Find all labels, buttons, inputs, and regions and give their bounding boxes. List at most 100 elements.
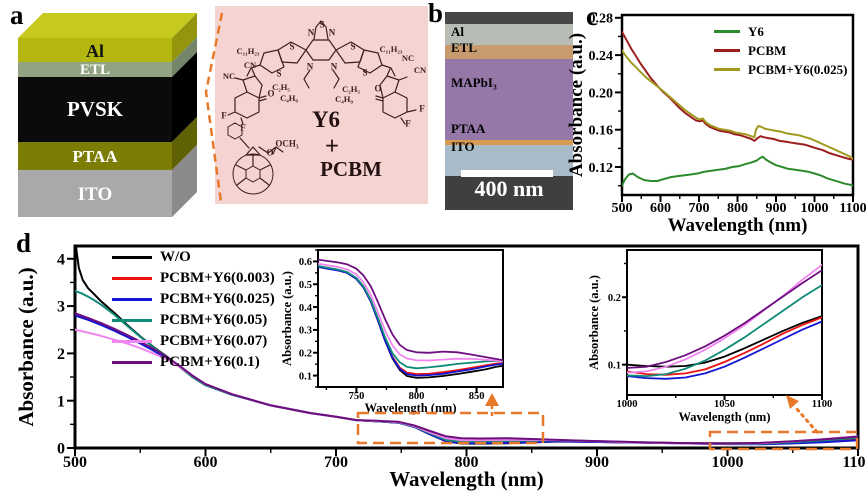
scale-bar [461,170,553,177]
y-tick-label: 0.3 [299,326,312,337]
legend-label: PCBM+Y6(0.1) [160,354,260,370]
atom-label: N [306,61,314,72]
y-tick-label: 0.6 [299,257,312,268]
sem-layer-label-1: Al [451,24,464,39]
series-pcbm-y6-0-1- [627,269,822,369]
y-tick-label: 2 [57,346,65,363]
legend-swatch [112,277,152,280]
sem-layer-label-4: PTAA [451,121,486,136]
y-axis-title: Absorbance (a.u.) [587,275,601,370]
y-axis-title: Absorbance (a.u.) [14,267,38,426]
chart-absorbance-comparison: 500 600 700 800 900 1000 1100 0.12 0.16 0.20 0.24 0… [566,12,866,236]
sem-band [445,59,573,140]
x-tick-label: 850 [469,391,485,402]
sem-band [445,24,573,45]
series-pcbm-y6-0-025- [622,49,853,160]
atom-label: CN [243,59,257,70]
y-axis-title: Absorbance (a.u.) [566,33,587,177]
atom-label: OCH₃ [275,138,299,149]
chart-inset-750-850: 750 800 850 0.1 0.2 0.3 0.4 0.5 0.6 Wavelength (n… [280,249,504,415]
legend-swatch [112,256,152,259]
atom-label: S [289,41,295,52]
series-w-o [627,315,822,368]
sem-cross-section: Al ETL MAPbI₃ PTAA ITO 400 nm [445,12,573,210]
y-tick-label: 0 [57,441,65,458]
legend-item: PCBM+Y6(0.05) [112,310,275,331]
legend-swatch [714,30,740,33]
series-w-o [318,265,503,379]
legend-label: PCBM+Y6(0.025) [748,62,848,77]
atom-label: N [330,61,338,72]
legend-label: PCBM+Y6(0.003) [160,270,275,286]
x-tick-label: 600 [194,454,218,471]
atom-label: N [328,27,336,38]
x-tick-label: 1000 [712,454,744,471]
legend-panel-c: Y6 PCBM PCBM+Y6(0.025) [714,22,847,79]
stack-layer-ito [18,170,172,217]
y-tick-label: 0.2 [299,348,312,359]
y-tick-label: 0.2 [608,293,621,304]
atom-label: F [221,110,227,121]
stack-layer-al [18,38,172,62]
pcbm-label: PCBM [320,157,382,181]
sem-band [445,12,573,24]
series-pcbm-y6-0-07- [318,262,503,362]
y-tick-label: 1 [57,393,65,410]
legend-item: PCBM [714,41,847,60]
sem-band [445,176,573,210]
y-tick-label: 0.1 [608,360,621,371]
legend-item: Y6 [714,22,847,41]
stack-layer-label: Al [86,41,104,61]
legend-item: W/O [112,247,275,268]
plot-frame [73,244,860,450]
series-group [622,30,853,187]
x-tick-label: 500 [63,454,87,471]
y-tick-label: 0.28 [589,12,614,27]
chart-inset-1000-1100: 1000 1050 1100 0.1 0.2 Wavelength (nm) Absorba… [587,249,832,424]
legend-item: PCBM+Y6(0.025) [112,289,275,310]
atom-label: S [276,68,282,79]
stack-layer-side [172,37,197,77]
stack-layer-label: PVSK [67,97,124,121]
x-tick-label: 600 [650,201,671,216]
atom-label: CN [413,64,427,75]
x-tick-label: 1100 [842,454,866,471]
stack-layer-side [172,117,197,170]
atom-label: C₁₁H₂₃ [236,45,260,56]
legend-item: PCBM+Y6(0.025) [714,60,847,79]
atom-label: S [319,19,325,30]
sem-layer-label-2: ETL [451,40,478,55]
atom-label: F [405,118,411,129]
x-tick-label: 800 [727,201,748,216]
x-tick-label: 1100 [839,201,866,216]
y-tick-label: 0.4 [299,303,313,314]
stack-layer-label: PTAA [72,147,118,166]
legend-item: PCBM+Y6(0.1) [112,352,275,373]
y-tick-label: 0.20 [589,86,614,101]
x-tick-label: 800 [409,391,425,402]
stack-layer-side [172,52,197,142]
series-pcbm-y6-0-07- [627,263,822,374]
atom-label: S [362,67,368,78]
stack-layer-etl [18,62,172,77]
stack-layer-ptaa [18,142,172,170]
plot-frame [626,249,823,396]
y-tick-label: 0.24 [589,49,614,64]
stack-layer-pvsk [18,77,172,142]
y-tick-label: 4 [57,251,65,268]
legend-item: PCBM+Y6(0.003) [112,268,275,289]
x-tick-label: 1050 [714,399,735,410]
atom-label: N [307,27,315,38]
x-tick-label: 900 [766,201,787,216]
plot-frame [620,13,855,197]
y6-label: Y6 [311,107,341,132]
legend-item: PCBM+Y6(0.07) [112,331,275,352]
legend-swatch [112,361,152,364]
sem-band [445,140,573,145]
sem-layer-label-5: ITO [451,139,475,154]
y-tick-label: 3 [57,299,65,316]
panel-label-c: c [586,1,598,31]
x-axis-title: Wavelength (nm) [364,401,456,415]
stack-top-face [18,13,197,38]
